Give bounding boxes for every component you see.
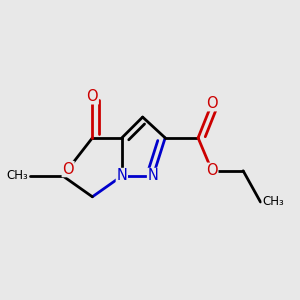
Text: N: N: [116, 169, 127, 184]
Text: O: O: [87, 89, 98, 104]
Text: O: O: [62, 162, 74, 177]
Text: O: O: [206, 163, 218, 178]
Text: O: O: [206, 96, 218, 111]
Text: CH₃: CH₃: [7, 169, 28, 182]
Text: N: N: [148, 169, 158, 184]
Text: CH₃: CH₃: [262, 196, 284, 208]
